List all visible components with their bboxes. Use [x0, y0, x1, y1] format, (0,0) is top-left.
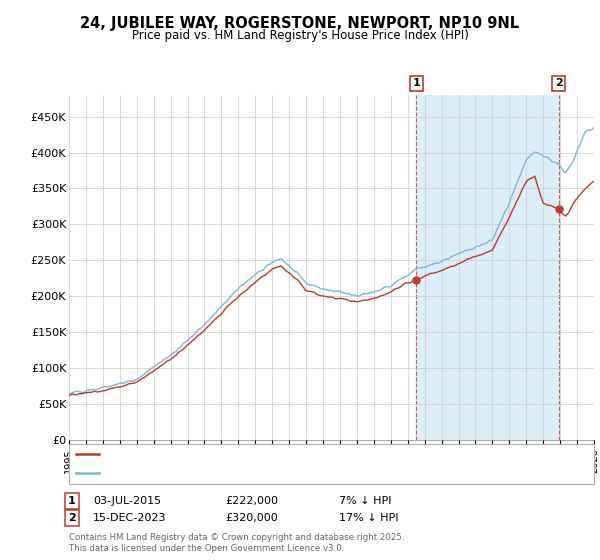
Text: 17% ↓ HPI: 17% ↓ HPI — [339, 513, 398, 523]
Text: £320,000: £320,000 — [225, 513, 278, 523]
Text: 03-JUL-2015: 03-JUL-2015 — [93, 496, 161, 506]
Text: 24, JUBILEE WAY, ROGERSTONE, NEWPORT, NP10 9NL: 24, JUBILEE WAY, ROGERSTONE, NEWPORT, NP… — [80, 16, 520, 31]
Text: 7% ↓ HPI: 7% ↓ HPI — [339, 496, 391, 506]
Text: HPI: Average price, detached house, Newport: HPI: Average price, detached house, Newp… — [104, 468, 341, 478]
Text: 15-DEC-2023: 15-DEC-2023 — [93, 513, 167, 523]
Text: £222,000: £222,000 — [225, 496, 278, 506]
Bar — [416, 95, 559, 440]
Text: 2: 2 — [555, 78, 563, 88]
Text: 2: 2 — [68, 513, 76, 523]
Text: Price paid vs. HM Land Registry's House Price Index (HPI): Price paid vs. HM Land Registry's House … — [131, 29, 469, 42]
Text: 1: 1 — [68, 496, 76, 506]
Text: 24, JUBILEE WAY, ROGERSTONE, NEWPORT, NP10 9NL (detached house): 24, JUBILEE WAY, ROGERSTONE, NEWPORT, NP… — [104, 449, 478, 459]
Text: Contains HM Land Registry data © Crown copyright and database right 2025.
This d: Contains HM Land Registry data © Crown c… — [69, 533, 404, 553]
Text: 1: 1 — [412, 78, 420, 88]
